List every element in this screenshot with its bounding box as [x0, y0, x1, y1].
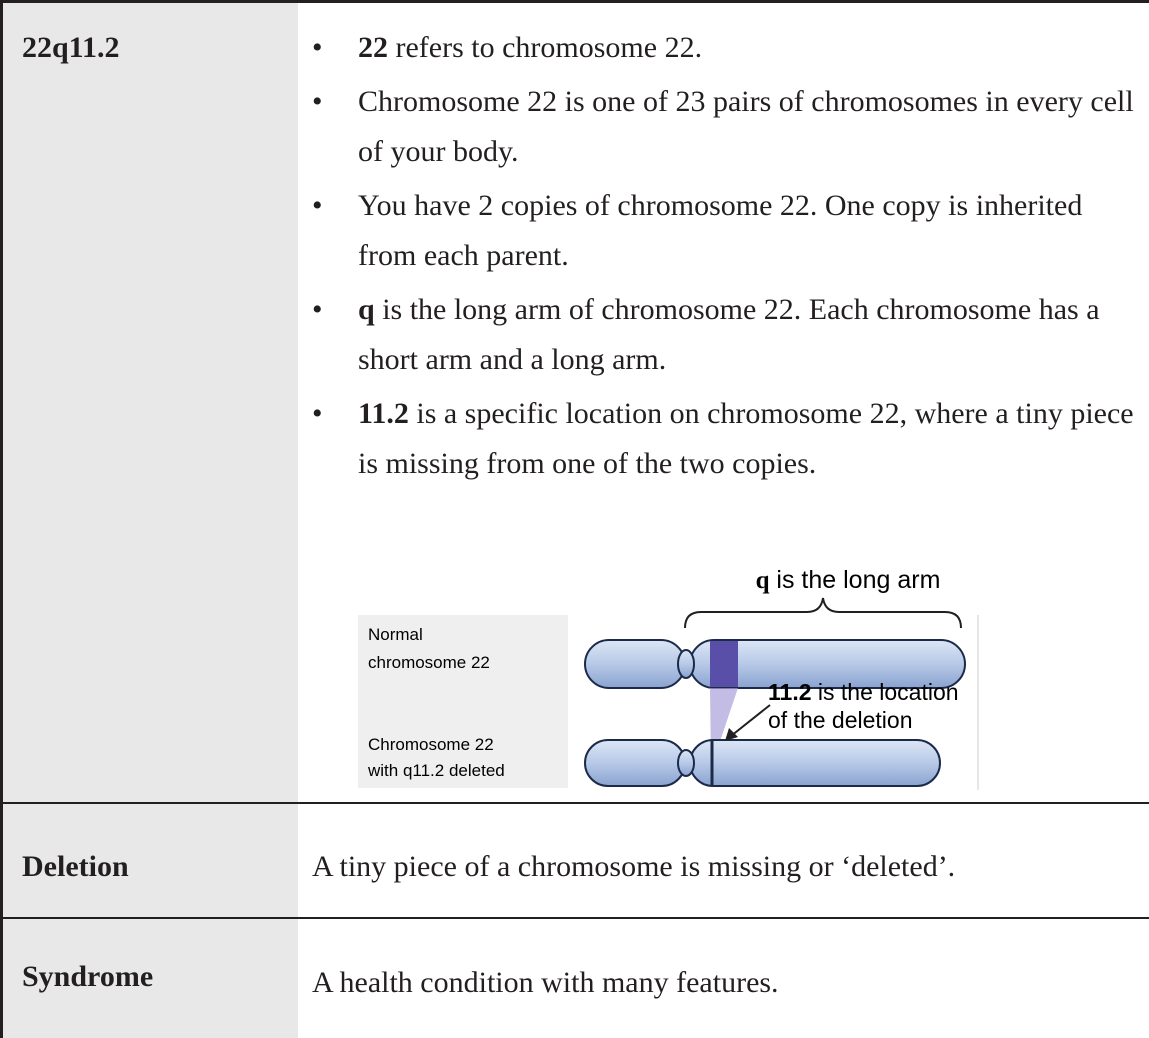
text: Chromosome 22 is one of 23 pairs of chro… [358, 85, 1134, 168]
band [710, 641, 738, 687]
bullet: You have 2 copies of chromosome 22. One … [310, 181, 1148, 281]
bold-text: q [358, 293, 375, 326]
text: is the long arm [769, 566, 940, 594]
label-box [358, 615, 568, 788]
bullet-list: 22 refers to chromosome 22. Chromosome 2… [310, 23, 1148, 493]
bold-text: 11.2 [358, 397, 409, 430]
long-arm [689, 739, 941, 787]
chromosome-figure: Normal chromosome 22 Chromosome 22 with … [358, 566, 979, 790]
bullet: 22 refers to chromosome 22. [310, 23, 1148, 73]
brace [684, 597, 962, 629]
short-arm [584, 739, 686, 787]
term-column [0, 0, 298, 1038]
text: You have 2 copies of chromosome 22. One … [358, 189, 1083, 272]
centromere [677, 749, 695, 777]
label: Chromosome 22 [368, 735, 494, 754]
definition: A tiny piece of a chromosome is missing … [312, 850, 956, 883]
row-divider [0, 802, 1149, 804]
bullet: Chromosome 22 is one of 23 pairs of chro… [310, 77, 1148, 177]
bold-text: 11.2 [768, 679, 812, 705]
text: is the long arm of chromosome 22. Each c… [358, 293, 1100, 376]
definition: A health condition with many features. [312, 966, 779, 999]
term: 22q11.2 [22, 31, 120, 64]
table-border [0, 0, 3, 1038]
centromere [677, 649, 695, 679]
bullet: 11.2 is a specific location on chromosom… [310, 389, 1148, 489]
term: Deletion [22, 850, 129, 883]
text: is the location [812, 679, 959, 705]
location-label: 11.2 is the location [768, 679, 959, 705]
table-border [0, 0, 1149, 3]
arm-label: q is the long arm [756, 566, 941, 594]
text: refers to chromosome 22. [388, 31, 703, 64]
arrow-head [725, 728, 738, 741]
label: with q11.2 deleted [367, 761, 505, 780]
label: Normal [368, 625, 423, 644]
row-divider [0, 917, 1149, 919]
location-label: of the deletion [768, 707, 913, 733]
bold-text: 22 [358, 31, 388, 64]
bold-text: q [756, 567, 770, 594]
label: chromosome 22 [368, 653, 490, 672]
term: Syndrome [22, 960, 154, 993]
short-arm [584, 639, 686, 689]
bullet: q is the long arm of chromosome 22. Each… [310, 285, 1148, 385]
arrow [730, 704, 771, 737]
text: is a specific location on chromosome 22,… [358, 397, 1134, 480]
